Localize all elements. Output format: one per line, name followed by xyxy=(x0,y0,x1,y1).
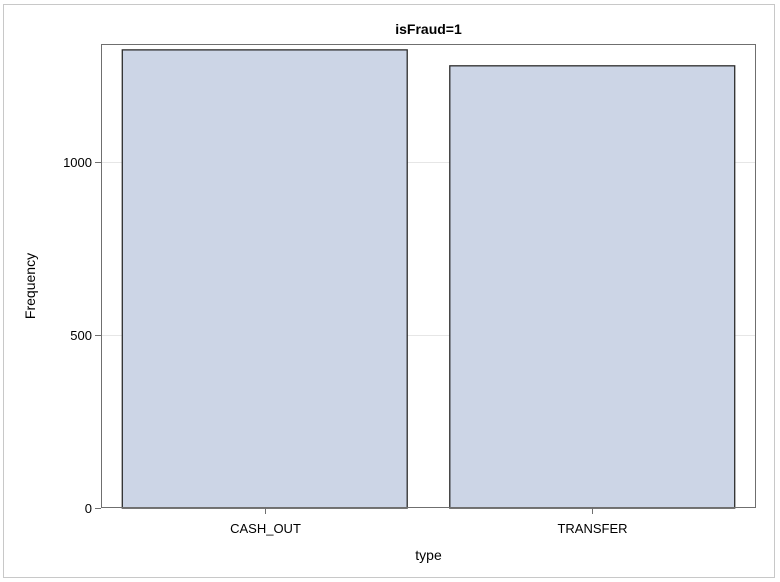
x-tick-label: CASH_OUT xyxy=(230,521,301,536)
y-tick-label: 500 xyxy=(70,328,92,343)
y-tick-label: 1000 xyxy=(63,155,92,170)
x-tick-label: TRANSFER xyxy=(557,521,627,536)
plot-area xyxy=(101,44,756,508)
x-axis-ticks: CASH_OUT TRANSFER xyxy=(230,508,628,536)
chart-title: isFraud=1 xyxy=(395,21,462,37)
bars xyxy=(121,49,736,509)
bar-transfer xyxy=(449,65,736,509)
y-tick-label: 0 xyxy=(85,501,92,516)
y-axis-label: Frequency xyxy=(22,253,38,319)
y-axis-ticks: 0 500 1000 xyxy=(63,155,101,516)
bar-cash-out xyxy=(121,49,408,509)
x-axis-label: type xyxy=(415,547,442,563)
